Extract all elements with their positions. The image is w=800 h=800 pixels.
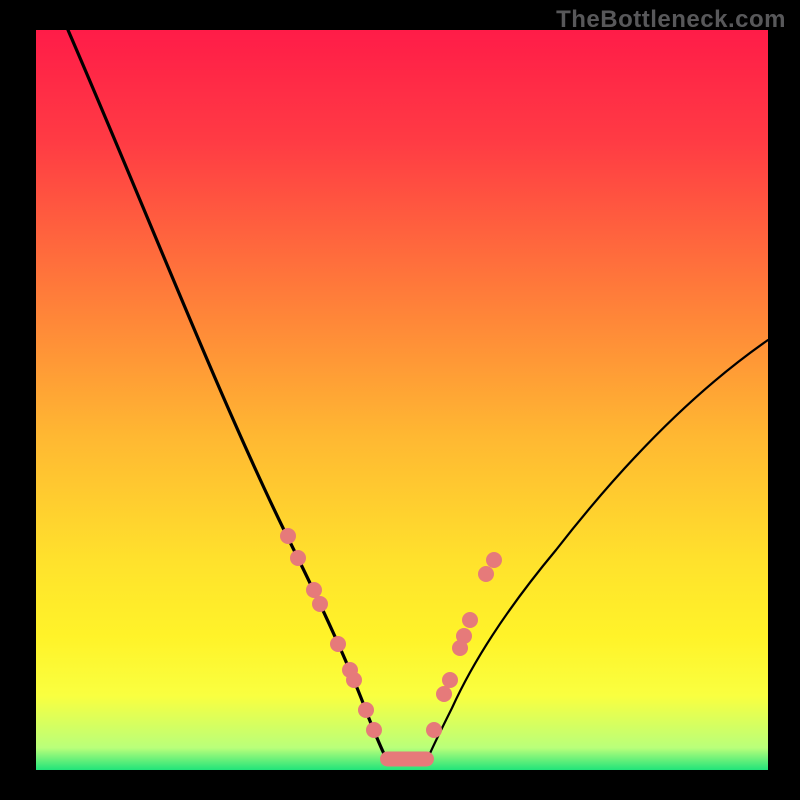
- curve-right: [428, 340, 768, 758]
- marker-right-4: [452, 640, 468, 656]
- curve-layer: [36, 30, 768, 770]
- chart-stage: TheBottleneck.com: [0, 0, 800, 800]
- marker-left-4: [330, 636, 346, 652]
- marker-left-6: [346, 672, 362, 688]
- marker-left-1: [290, 550, 306, 566]
- marker-left-3: [312, 596, 328, 612]
- marker-right-7: [426, 722, 442, 738]
- plot-area: [36, 30, 768, 770]
- marker-right-1: [478, 566, 494, 582]
- marker-bottom-capsule: [380, 752, 434, 767]
- marker-left-0: [280, 528, 296, 544]
- marker-right-6: [436, 686, 452, 702]
- marker-right-2: [462, 612, 478, 628]
- watermark: TheBottleneck.com: [556, 6, 786, 34]
- marker-left-8: [366, 722, 382, 738]
- marker-left-7: [358, 702, 374, 718]
